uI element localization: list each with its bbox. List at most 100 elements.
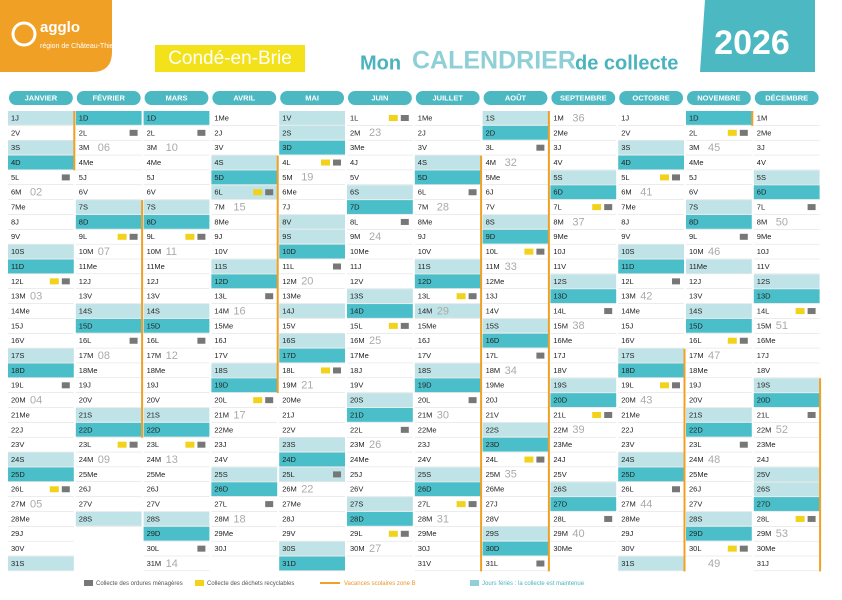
day-bg xyxy=(618,556,684,571)
week-number: 22 xyxy=(301,484,313,496)
day-bg xyxy=(686,304,752,318)
day-label: 16J xyxy=(214,336,226,345)
day-label: 28L xyxy=(757,514,770,523)
day-label: 3D xyxy=(282,143,292,152)
day-label: 29Me xyxy=(418,529,437,538)
week-number: 52 xyxy=(776,424,788,436)
day-label: 23M xyxy=(350,440,365,449)
day-label: 29J xyxy=(11,529,23,538)
day-label: 14V xyxy=(486,306,499,315)
day-bg xyxy=(347,408,413,422)
day-label: 7L xyxy=(757,203,765,212)
day-label: 16J xyxy=(418,336,430,345)
day-label: 18S xyxy=(418,366,431,375)
day-label: 25L xyxy=(282,470,295,479)
month-header xyxy=(415,91,480,105)
day-label: 24S xyxy=(11,455,24,464)
day-bg xyxy=(143,511,210,526)
day-label: 5J xyxy=(147,173,155,182)
day-label: 10L xyxy=(486,247,499,256)
day-label: 6Me xyxy=(282,188,297,197)
day-label: 1V xyxy=(282,113,291,122)
day-label: 16L xyxy=(689,336,702,345)
day-label: 10S xyxy=(621,247,634,256)
title-a: Mon xyxy=(360,52,401,74)
day-label: 21V xyxy=(486,410,499,419)
day-label: 28Me xyxy=(621,514,640,523)
day-bg xyxy=(753,497,820,511)
day-label: 30J xyxy=(418,544,430,553)
day-label: 2J xyxy=(214,128,222,137)
day-label: 31D xyxy=(282,559,296,568)
day-label: 15D xyxy=(147,321,161,330)
day-label: 24L xyxy=(486,455,499,464)
day-label: 21L xyxy=(757,410,770,419)
day-bg xyxy=(753,170,820,185)
week-number: 25 xyxy=(369,335,381,347)
day-label: 17V xyxy=(214,351,227,360)
day-bg xyxy=(482,111,549,125)
day-label: 24M xyxy=(79,455,94,464)
month-header xyxy=(212,91,277,105)
day-bg xyxy=(8,259,74,274)
day-label: 15M xyxy=(757,321,772,330)
day-bg xyxy=(482,125,549,140)
day-label: 21J xyxy=(282,410,294,419)
day-bg xyxy=(143,526,210,541)
month-name: DÉCEMBRE xyxy=(765,93,808,102)
day-label: 18D xyxy=(621,366,635,375)
icon-ordures xyxy=(129,441,138,448)
week-number: 41 xyxy=(640,187,652,199)
day-label: 11D xyxy=(11,262,25,271)
day-bg xyxy=(75,111,142,125)
day-bg xyxy=(8,140,74,155)
day-label: 22Me xyxy=(214,425,233,434)
day-label: 28S xyxy=(79,514,92,523)
week-number: 35 xyxy=(505,469,517,481)
day-label: 6D xyxy=(757,188,767,197)
day-bg xyxy=(686,259,752,274)
week-number: 49 xyxy=(708,558,720,570)
day-label: 24D xyxy=(282,455,296,464)
day-bg xyxy=(347,289,413,304)
day-label: 26J xyxy=(689,485,701,494)
day-label: 26J xyxy=(79,485,91,494)
icon-ordures xyxy=(197,337,206,344)
day-label: 23S xyxy=(282,440,295,449)
day-label: 15M xyxy=(553,321,568,330)
week-number: 16 xyxy=(233,305,245,317)
day-bg xyxy=(8,363,74,378)
day-label: 9L xyxy=(689,232,697,241)
day-bg xyxy=(75,200,142,214)
day-label: 31S xyxy=(621,559,634,568)
icon-ordures xyxy=(468,501,477,508)
day-label: 23L xyxy=(147,440,160,449)
week-number: 13 xyxy=(166,454,178,466)
day-label: 31M xyxy=(147,559,162,568)
day-bg xyxy=(414,274,481,289)
day-label: 28D xyxy=(350,514,364,523)
day-bg xyxy=(279,437,345,452)
day-label: 21S xyxy=(79,410,92,419)
day-label: 8Me xyxy=(214,217,229,226)
day-label: 1D xyxy=(147,113,157,122)
day-label: 22L xyxy=(350,425,363,434)
day-label: 29M xyxy=(553,529,568,538)
day-label: 10M xyxy=(147,247,162,256)
day-label: 6S xyxy=(350,188,359,197)
day-bg xyxy=(686,408,752,422)
day-label: 19J xyxy=(147,381,159,390)
icon-tri xyxy=(388,322,398,329)
day-label: 27D xyxy=(553,500,567,509)
day-label: 31V xyxy=(418,559,431,568)
day-bg xyxy=(279,111,345,125)
day-bg xyxy=(143,200,210,214)
icon-tri xyxy=(49,486,59,493)
month-name: JUIN xyxy=(371,93,388,102)
icon-ordures xyxy=(739,337,748,344)
month-header xyxy=(280,91,344,105)
day-bg xyxy=(618,155,684,170)
day-label: 9Me xyxy=(757,232,772,241)
day-label: 12D xyxy=(214,277,228,286)
day-label: 22D xyxy=(689,425,703,434)
